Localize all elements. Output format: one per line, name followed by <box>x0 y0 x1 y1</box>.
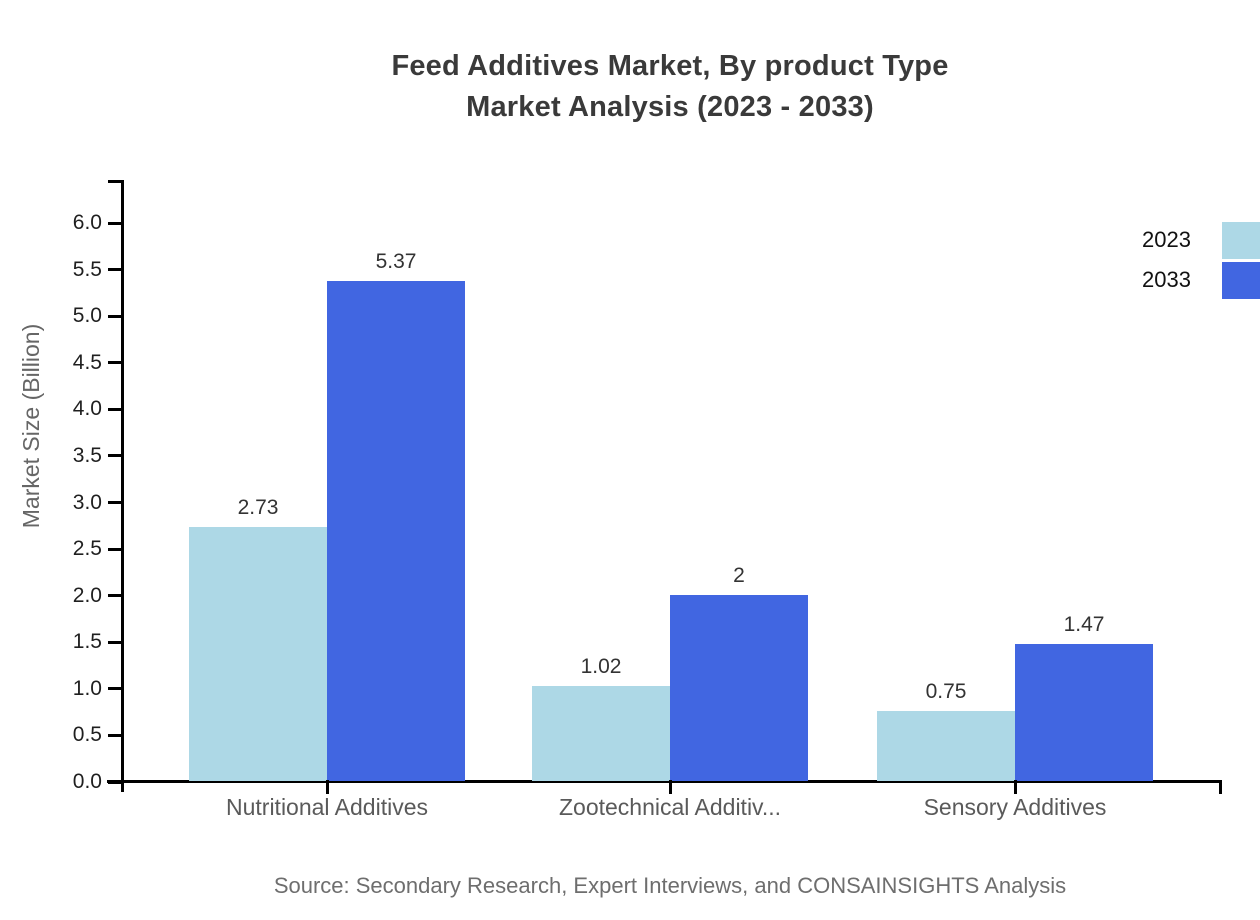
legend-item-2033: 2033 <box>1142 260 1260 300</box>
bar-value-label: 2.73 <box>237 495 279 519</box>
x-tick-mark <box>325 780 329 794</box>
y-tick-label: 5.5 <box>72 257 102 281</box>
source-note: Source: Secondary Research, Expert Inter… <box>273 873 1067 898</box>
y-tick-mark <box>108 221 121 225</box>
bar-value-label: 5.37 <box>375 249 417 273</box>
y-tick-mark <box>108 314 121 318</box>
y-tick-label: 2.0 <box>72 583 102 607</box>
y-axis-endcap-tick <box>108 180 121 183</box>
bar-value-label: 2 <box>733 563 745 587</box>
bar-value-label: 1.47 <box>1063 613 1105 637</box>
legend-swatch <box>1222 221 1260 259</box>
y-tick-label: 1.0 <box>72 676 102 700</box>
y-tick-mark <box>108 501 121 504</box>
y-tick-label: 4.0 <box>72 397 102 421</box>
x-axis-endcap-tick <box>1219 780 1222 794</box>
y-tick-label: 1.5 <box>72 630 102 654</box>
legend: 2023 2033 <box>1142 220 1260 300</box>
bar-2023-2 <box>877 711 1015 781</box>
y-tick-label: 5.0 <box>72 304 102 328</box>
y-tick-mark <box>108 640 121 644</box>
bar-2023-1 <box>532 685 670 781</box>
y-tick-mark <box>108 780 121 784</box>
y-tick-mark <box>108 454 121 458</box>
y-tick-label: 3.0 <box>72 490 102 514</box>
y-tick-mark <box>108 547 121 551</box>
y-tick-label: 0.5 <box>72 723 102 747</box>
bar-value-label: 1.02 <box>580 654 622 678</box>
y-tick-mark <box>108 361 121 365</box>
legend-item-2023: 2023 <box>1142 220 1260 260</box>
x-tick-mark <box>1013 780 1017 794</box>
y-tick-label: 0.0 <box>72 770 102 793</box>
x-tick-mark <box>668 780 672 794</box>
bar-2033-2 <box>1015 644 1153 781</box>
y-tick-mark <box>108 687 121 691</box>
bar-2023-0 <box>189 526 327 781</box>
y-tick-mark <box>108 594 121 598</box>
y-tick-label: 2.5 <box>72 537 102 561</box>
y-tick-label: 3.5 <box>72 443 102 467</box>
y-tick-mark <box>108 407 121 411</box>
y-tick-mark <box>108 733 121 737</box>
x-axis-line <box>107 780 1222 783</box>
y-tick-label: 6.0 <box>72 211 102 234</box>
legend-swatch <box>1222 261 1260 299</box>
bar-2033-1 <box>670 594 808 781</box>
bar-value-label: 0.75 <box>925 680 967 704</box>
y-tick-label: 4.5 <box>72 350 102 374</box>
chart-title-line1: Feed Additives Market, By product Type <box>391 50 949 82</box>
chart-title: Feed Additives Market, By product Type M… <box>80 46 1260 128</box>
legend-label: 2023 <box>1142 227 1191 252</box>
y-tick-mark <box>108 268 121 272</box>
bar-2033-0 <box>327 280 465 781</box>
x-category-label: Nutritional Additives <box>226 794 428 820</box>
chart-title-line2: Market Analysis (2023 - 2033) <box>466 91 874 123</box>
legend-label: 2033 <box>1142 267 1191 292</box>
y-axis-line <box>121 180 124 792</box>
x-category-label: Zootechnical Additiv... <box>558 794 782 820</box>
x-category-label: Sensory Additives <box>923 794 1107 820</box>
